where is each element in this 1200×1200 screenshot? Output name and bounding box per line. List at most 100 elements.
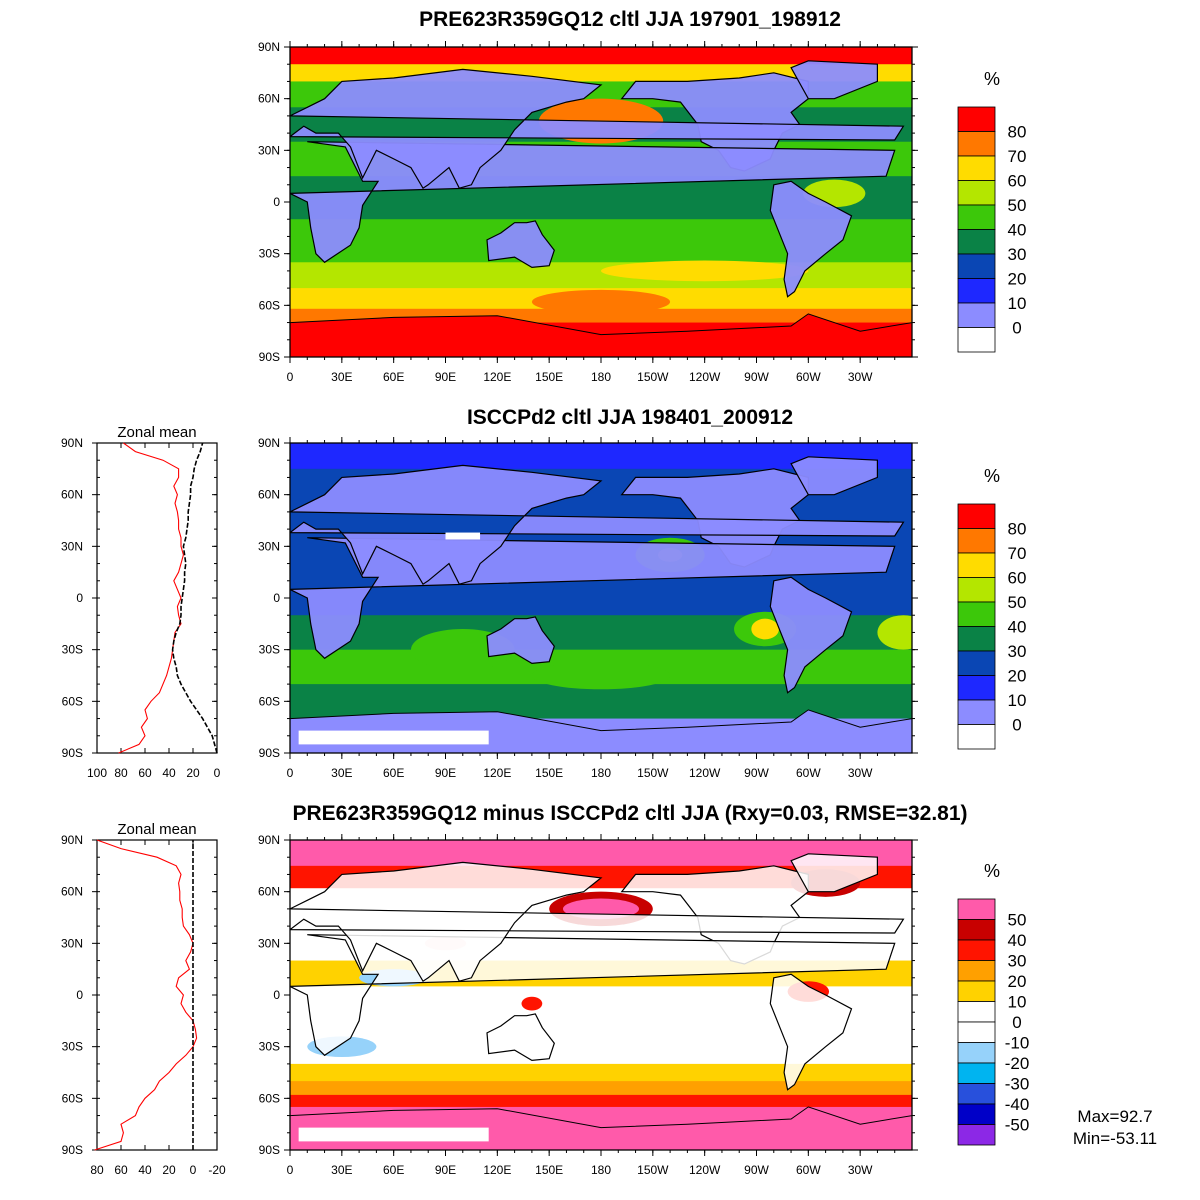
legend-swatch xyxy=(957,724,996,750)
zonal-value-label: 40 xyxy=(138,1163,152,1177)
zonal-value-label: 60 xyxy=(114,1163,128,1177)
zonal-lat-label: 30N xyxy=(61,936,83,950)
legend-label: 20 xyxy=(1008,270,1027,289)
lat-tick-label: 30S xyxy=(259,1040,280,1054)
zonal-lat-label: 30N xyxy=(61,539,83,553)
coastline-greenland xyxy=(790,853,879,893)
zonal-frame xyxy=(96,839,218,1151)
lon-tick-label: 30E xyxy=(331,370,352,384)
lon-tick-label: 0 xyxy=(287,370,294,384)
lon-tick-label: 120W xyxy=(689,370,721,384)
legend-swatch xyxy=(957,229,996,255)
legend-label: 60 xyxy=(1008,569,1027,588)
missing-data xyxy=(298,1127,489,1142)
lon-tick-label: 150W xyxy=(637,1163,669,1177)
lon-tick-label: 30E xyxy=(331,1163,352,1177)
min-stat: Min=-53.11 xyxy=(1072,1129,1158,1148)
map-panel-2: 90N 60N 30N 0 30S 60S 90S 0 30E 60E 90E 120E 150E 180… xyxy=(258,436,918,780)
legend-unit: % xyxy=(984,69,1000,89)
zonal-value-label: 20 xyxy=(186,766,200,780)
lat-tick-label: 90N xyxy=(258,436,280,450)
zonal-series-model xyxy=(94,839,198,1151)
coastline-eurasia xyxy=(290,464,905,586)
zonal-mean-panel-3: Zonal mean 90N 60N 30N 0 30S 60S 90S 80 60 40 20 0 -2… xyxy=(61,821,226,1177)
lat-tick-label: 0 xyxy=(273,195,280,209)
legend-swatch xyxy=(957,278,996,304)
zonal-value-label: 80 xyxy=(114,766,128,780)
coastline-eurasia xyxy=(290,861,905,983)
coastline-samerica xyxy=(769,576,853,694)
lat-tick-label: 60S xyxy=(259,298,280,312)
missing-data xyxy=(445,532,481,540)
coastline-eurasia xyxy=(290,68,905,190)
field-feature xyxy=(751,618,779,640)
lat-tick-label: 60S xyxy=(259,694,280,708)
field-feature xyxy=(531,661,671,690)
legend-label: -30 xyxy=(1005,1075,1030,1094)
coastline-samerica xyxy=(769,973,853,1091)
panel-3-title: PRE623R359GQ12 minus ISCCPd2 cltl JJA (R… xyxy=(292,802,968,825)
legend-unit: % xyxy=(984,466,1000,486)
zonal-lat-label: 60S xyxy=(62,1091,83,1105)
zonal-series-obs xyxy=(171,442,218,754)
lon-tick-label: 120W xyxy=(689,1163,721,1177)
lon-tick-label: 90W xyxy=(744,766,769,780)
lat-band xyxy=(290,1081,912,1096)
legend-label: 80 xyxy=(1008,123,1027,142)
missing-data xyxy=(298,730,489,745)
legend-swatch xyxy=(957,1103,996,1125)
zonal-mean-title: Zonal mean xyxy=(117,424,196,441)
lat-tick-label: 30N xyxy=(258,143,280,157)
coastline-australia xyxy=(486,1013,555,1062)
zonal-value-label: 0 xyxy=(214,766,221,780)
zonal-value-label: 20 xyxy=(162,1163,176,1177)
legend-swatch xyxy=(957,650,996,676)
lon-tick-label: 90E xyxy=(435,370,456,384)
lat-band xyxy=(290,1063,912,1082)
legend-swatch xyxy=(957,155,996,181)
lat-tick-label: 0 xyxy=(273,988,280,1002)
lon-tick-label: 120E xyxy=(483,370,511,384)
coastline-australia xyxy=(486,220,555,269)
legends-layer: %80706050403020100%80706050403020100%504… xyxy=(957,69,1030,1146)
field-feature xyxy=(521,996,543,1011)
zonal-value-label: 40 xyxy=(162,766,176,780)
field-feature xyxy=(601,260,809,282)
lat-tick-label: 90N xyxy=(258,40,280,54)
lat-tick-label: 30S xyxy=(259,247,280,261)
zonal-lat-label: 90S xyxy=(62,1143,83,1157)
legend-swatch xyxy=(957,131,996,157)
lon-tick-label: 150W xyxy=(637,370,669,384)
legend-label: 10 xyxy=(1008,294,1027,313)
legend-swatch xyxy=(957,577,996,603)
legend-label: -40 xyxy=(1005,1095,1030,1114)
zonal-value-label: -20 xyxy=(208,1163,226,1177)
lat-tick-label: 30S xyxy=(259,643,280,657)
coastline-antarctica xyxy=(290,313,912,357)
coastline-greenland xyxy=(790,60,879,100)
legend-label: -10 xyxy=(1005,1034,1030,1053)
lon-tick-label: 30E xyxy=(331,766,352,780)
legend-swatch xyxy=(957,898,996,920)
legend-swatch xyxy=(957,528,996,554)
zonal-lat-label: 30S xyxy=(62,1040,83,1054)
zonal-lat-label: 60N xyxy=(61,885,83,899)
zonal-lat-label: 0 xyxy=(76,591,83,605)
legend-label: 40 xyxy=(1008,618,1027,637)
legend-label: 70 xyxy=(1008,147,1027,166)
zonal-lat-label: 30S xyxy=(62,643,83,657)
legend-label: 10 xyxy=(1008,993,1027,1012)
legend-label: 30 xyxy=(1008,642,1027,661)
zonal-value-label: 60 xyxy=(138,766,152,780)
zonal-lat-label: 90S xyxy=(62,746,83,760)
lat-tick-label: 90S xyxy=(259,350,280,364)
lon-tick-label: 150E xyxy=(535,766,563,780)
lon-tick-label: 90E xyxy=(435,1163,456,1177)
zonal-lat-label: 90N xyxy=(61,833,83,847)
lon-tick-label: 180 xyxy=(591,1163,611,1177)
legend-label: 70 xyxy=(1008,544,1027,563)
map-field xyxy=(290,47,912,357)
lon-tick-label: 30W xyxy=(848,766,873,780)
legend-swatch xyxy=(957,1124,996,1146)
